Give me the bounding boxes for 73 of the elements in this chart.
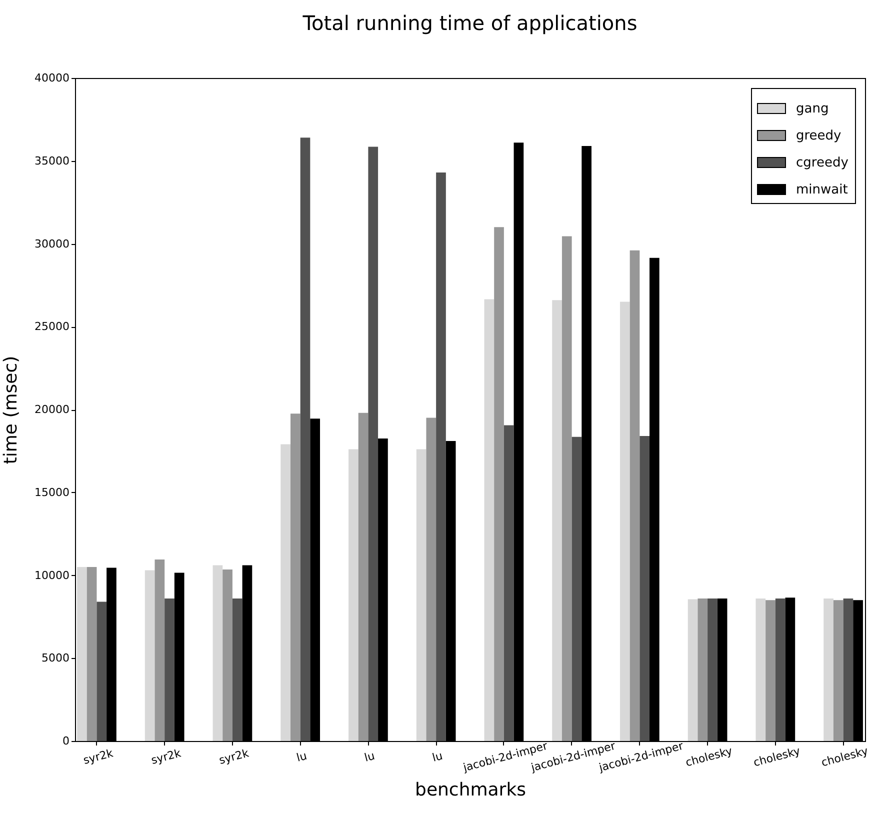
bar <box>630 250 640 741</box>
bar <box>358 412 368 741</box>
bar <box>222 569 232 741</box>
legend-label: cgreedy <box>796 156 849 170</box>
bar <box>290 414 300 741</box>
bar <box>164 598 174 741</box>
x-tick-label: lu <box>295 749 308 764</box>
y-tick-label: 5000 <box>42 652 70 665</box>
bar <box>426 418 436 741</box>
bar <box>756 598 766 741</box>
bar <box>504 425 514 741</box>
bar <box>650 258 660 741</box>
bar <box>77 566 87 741</box>
bar <box>514 142 524 741</box>
x-tick-label: lu <box>430 749 444 764</box>
bar <box>144 570 155 741</box>
bar <box>572 436 582 741</box>
x-axis-title: benchmarks <box>415 779 526 800</box>
bar <box>698 598 708 741</box>
bar <box>86 566 97 741</box>
bar <box>640 436 650 741</box>
bar <box>212 565 223 741</box>
x-tick-label: syr2k <box>82 746 115 767</box>
y-tick-label: 30000 <box>34 237 70 250</box>
bar <box>174 572 184 741</box>
bar <box>582 146 592 741</box>
bar <box>484 299 494 741</box>
x-tick-label: syr2k <box>150 746 183 767</box>
bar <box>242 565 252 741</box>
y-tick-label: 40000 <box>34 72 70 84</box>
y-tick-label: 20000 <box>34 403 70 416</box>
bar <box>368 146 378 741</box>
y-tick-label: 15000 <box>34 486 70 499</box>
bar <box>494 227 504 741</box>
bar <box>853 600 863 741</box>
bar <box>300 138 310 741</box>
bar <box>378 438 388 741</box>
bar <box>562 236 572 741</box>
bar <box>766 600 776 741</box>
x-tick-label: cholesky <box>684 744 734 770</box>
bar <box>824 598 834 741</box>
bar <box>348 449 358 741</box>
chart-title: Total running time of applications <box>302 11 638 35</box>
bar <box>96 602 107 741</box>
bar <box>833 600 844 741</box>
bar <box>280 444 290 741</box>
x-tick-label: cholesky <box>820 744 870 770</box>
bar <box>154 560 165 741</box>
legend-label: greedy <box>796 128 842 144</box>
bar <box>717 598 728 741</box>
bar <box>688 599 698 741</box>
y-axis-title: time (msec) <box>0 356 22 464</box>
bar <box>310 418 320 741</box>
legend-label: gang <box>796 102 829 116</box>
bar <box>620 302 630 741</box>
bar <box>843 598 854 741</box>
x-tick-label: lu <box>363 749 376 764</box>
bar <box>775 598 786 741</box>
x-tick-label: syr2k <box>218 746 251 767</box>
y-tick-label: 0 <box>62 734 70 748</box>
bar <box>106 568 116 741</box>
bar <box>436 172 446 741</box>
y-tick-label: 25000 <box>34 320 70 334</box>
bar <box>232 598 242 741</box>
bar <box>416 449 426 741</box>
y-tick-label: 10000 <box>34 568 70 582</box>
bar <box>785 598 796 741</box>
y-tick-label: 35000 <box>34 154 70 168</box>
bar <box>446 440 456 741</box>
x-tick-label: cholesky <box>752 744 802 770</box>
bar <box>552 300 562 741</box>
bar <box>708 598 718 741</box>
legend-label: minwait <box>796 182 848 198</box>
